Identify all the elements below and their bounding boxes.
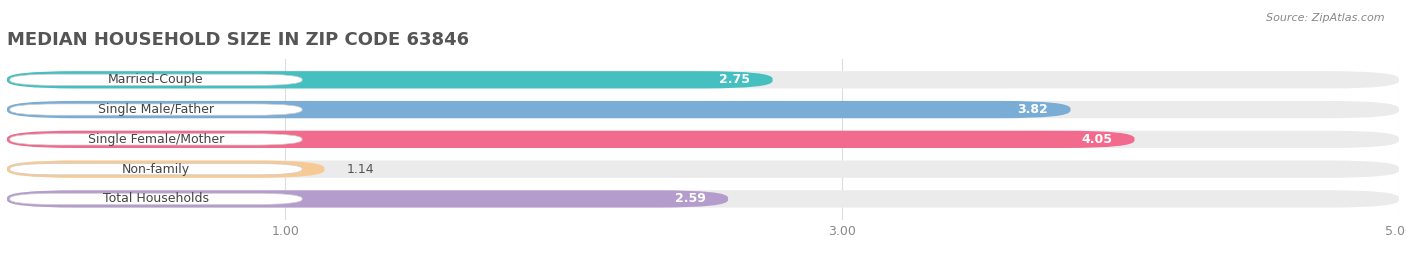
Text: 2.59: 2.59 (675, 192, 706, 205)
FancyBboxPatch shape (7, 71, 773, 88)
FancyBboxPatch shape (7, 131, 1399, 148)
FancyBboxPatch shape (7, 101, 1070, 118)
Text: Married-Couple: Married-Couple (108, 73, 204, 86)
Text: 2.75: 2.75 (720, 73, 751, 86)
Text: Source: ZipAtlas.com: Source: ZipAtlas.com (1267, 13, 1385, 23)
Text: 1.14: 1.14 (347, 163, 374, 176)
FancyBboxPatch shape (10, 134, 302, 145)
FancyBboxPatch shape (7, 190, 728, 207)
FancyBboxPatch shape (7, 131, 1135, 148)
Text: Single Male/Father: Single Male/Father (98, 103, 214, 116)
Text: Single Female/Mother: Single Female/Mother (87, 133, 224, 146)
FancyBboxPatch shape (7, 71, 1399, 88)
Text: Non-family: Non-family (122, 163, 190, 176)
FancyBboxPatch shape (10, 104, 302, 115)
Text: MEDIAN HOUSEHOLD SIZE IN ZIP CODE 63846: MEDIAN HOUSEHOLD SIZE IN ZIP CODE 63846 (7, 31, 470, 49)
FancyBboxPatch shape (7, 190, 1399, 207)
Text: 3.82: 3.82 (1018, 103, 1049, 116)
FancyBboxPatch shape (10, 74, 302, 85)
Text: Total Households: Total Households (103, 192, 209, 205)
Text: 4.05: 4.05 (1081, 133, 1112, 146)
FancyBboxPatch shape (10, 163, 302, 175)
FancyBboxPatch shape (7, 101, 1399, 118)
FancyBboxPatch shape (7, 161, 1399, 178)
FancyBboxPatch shape (10, 193, 302, 204)
FancyBboxPatch shape (7, 161, 325, 178)
